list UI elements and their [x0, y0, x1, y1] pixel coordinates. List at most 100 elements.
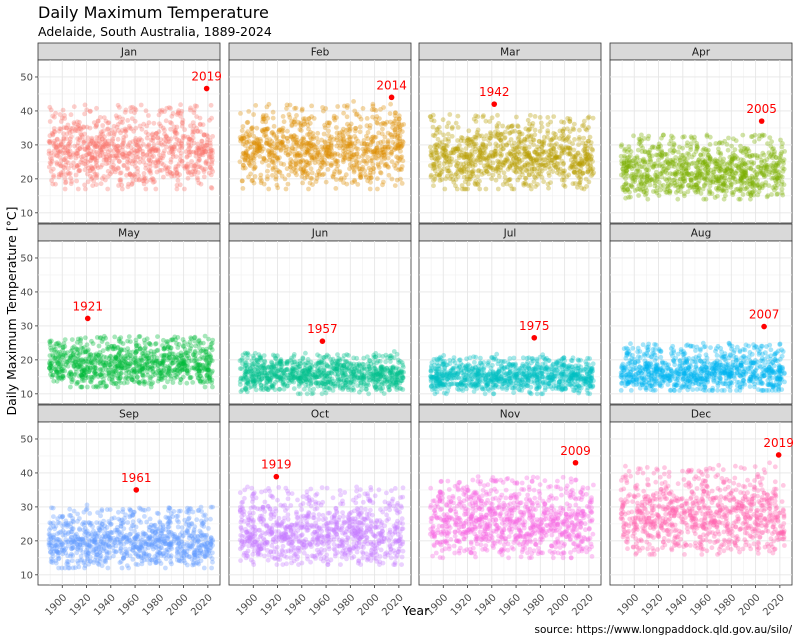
data-point	[730, 172, 735, 177]
data-point	[440, 117, 446, 123]
data-point	[688, 147, 694, 153]
data-point	[148, 158, 154, 164]
data-point	[378, 139, 384, 145]
data-point	[101, 174, 107, 179]
y-tick-label: 40	[20, 106, 33, 117]
data-point	[441, 132, 446, 138]
data-point	[180, 358, 186, 364]
data-point	[375, 161, 381, 167]
data-point	[455, 125, 461, 130]
data-point	[571, 121, 577, 127]
data-point	[293, 122, 298, 127]
data-point	[80, 153, 86, 159]
data-point	[523, 175, 528, 181]
data-point	[532, 127, 538, 133]
data-point	[103, 146, 109, 152]
data-point	[549, 142, 554, 148]
data-point	[179, 141, 185, 147]
data-point	[64, 148, 70, 153]
data-point	[120, 144, 126, 150]
data-point	[78, 127, 84, 132]
data-point	[682, 193, 687, 199]
data-point	[523, 126, 529, 132]
data-point	[498, 138, 504, 144]
data-point	[82, 182, 87, 188]
data-point	[115, 353, 121, 358]
data-point	[577, 169, 583, 174]
data-point	[476, 146, 481, 151]
data-point	[143, 129, 149, 135]
data-point	[266, 186, 272, 192]
data-point	[307, 120, 313, 126]
data-point	[121, 155, 127, 160]
data-point	[142, 381, 147, 387]
data-point	[319, 391, 325, 397]
data-point	[55, 148, 61, 154]
data-point	[362, 168, 368, 174]
data-point	[538, 157, 543, 163]
data-point	[245, 134, 250, 140]
data-point	[510, 143, 515, 149]
data-point	[239, 128, 245, 134]
data-point	[670, 171, 676, 177]
data-point	[577, 127, 582, 133]
data-point	[47, 338, 53, 344]
data-point	[300, 140, 306, 146]
data-point	[624, 149, 630, 155]
data-point	[129, 149, 134, 155]
record-point-mar	[491, 101, 498, 107]
data-point	[115, 136, 121, 142]
data-point	[199, 354, 205, 360]
data-point	[453, 120, 459, 126]
data-point	[461, 138, 467, 144]
data-point	[82, 111, 87, 117]
data-point	[264, 138, 270, 144]
data-point	[164, 105, 170, 111]
data-point	[698, 152, 703, 158]
data-point	[571, 159, 577, 165]
data-point	[501, 146, 506, 152]
data-point	[125, 118, 131, 123]
data-point	[77, 135, 83, 141]
data-point	[209, 159, 215, 165]
data-point	[96, 343, 102, 349]
data-point	[166, 344, 172, 350]
data-point	[89, 155, 95, 161]
data-point	[110, 136, 116, 142]
data-point	[349, 157, 355, 163]
data-point	[695, 165, 701, 171]
data-point	[57, 143, 63, 149]
data-point	[105, 142, 111, 148]
data-point	[106, 141, 112, 147]
data-point	[106, 120, 112, 125]
data-point	[637, 137, 643, 142]
data-point	[133, 136, 139, 141]
data-point	[254, 125, 260, 131]
data-point	[113, 113, 119, 119]
data-point	[158, 141, 164, 147]
data-point	[306, 186, 311, 192]
y-tick-label: 30	[20, 140, 33, 151]
data-point	[172, 128, 178, 134]
data-point	[160, 155, 165, 161]
data-point	[75, 153, 81, 159]
data-point	[567, 165, 573, 171]
data-point	[375, 186, 380, 192]
data-point	[84, 361, 89, 367]
data-point	[94, 135, 100, 140]
data-point	[141, 181, 147, 187]
data-point	[102, 134, 107, 140]
data-point	[385, 155, 391, 161]
y-tick-label: 50	[20, 253, 33, 264]
data-point	[300, 146, 305, 152]
data-point	[442, 186, 448, 192]
data-point	[483, 156, 489, 162]
data-point	[182, 134, 188, 139]
data-point	[765, 193, 771, 199]
data-point	[48, 368, 54, 374]
data-point	[81, 125, 87, 130]
data-point	[309, 103, 314, 109]
data-point	[180, 121, 186, 126]
data-point	[200, 347, 206, 352]
data-point	[473, 159, 478, 165]
